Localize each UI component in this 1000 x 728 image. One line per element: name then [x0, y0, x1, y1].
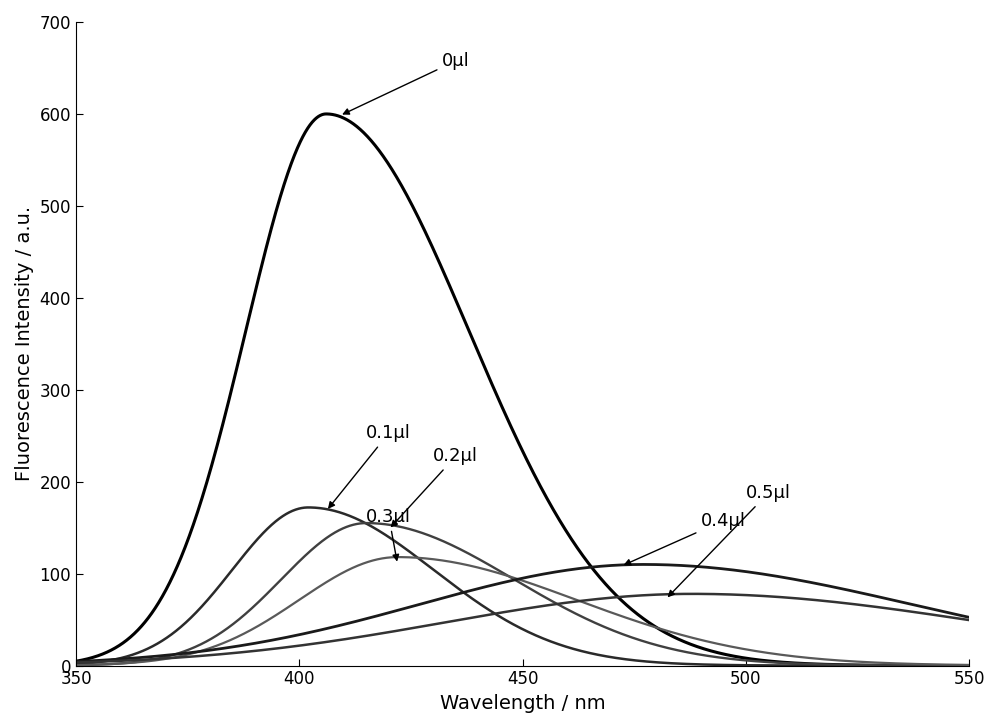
X-axis label: Wavelength / nm: Wavelength / nm — [440, 694, 605, 713]
Text: 0.1μl: 0.1μl — [329, 424, 411, 507]
Text: 0.3μl: 0.3μl — [366, 508, 411, 560]
Text: 0.2μl: 0.2μl — [392, 447, 478, 526]
Text: 0.5μl: 0.5μl — [669, 484, 791, 596]
Text: 0.4μl: 0.4μl — [625, 512, 746, 565]
Text: 0μl: 0μl — [343, 52, 470, 114]
Y-axis label: Fluorescence Intensity / a.u.: Fluorescence Intensity / a.u. — [15, 206, 34, 481]
